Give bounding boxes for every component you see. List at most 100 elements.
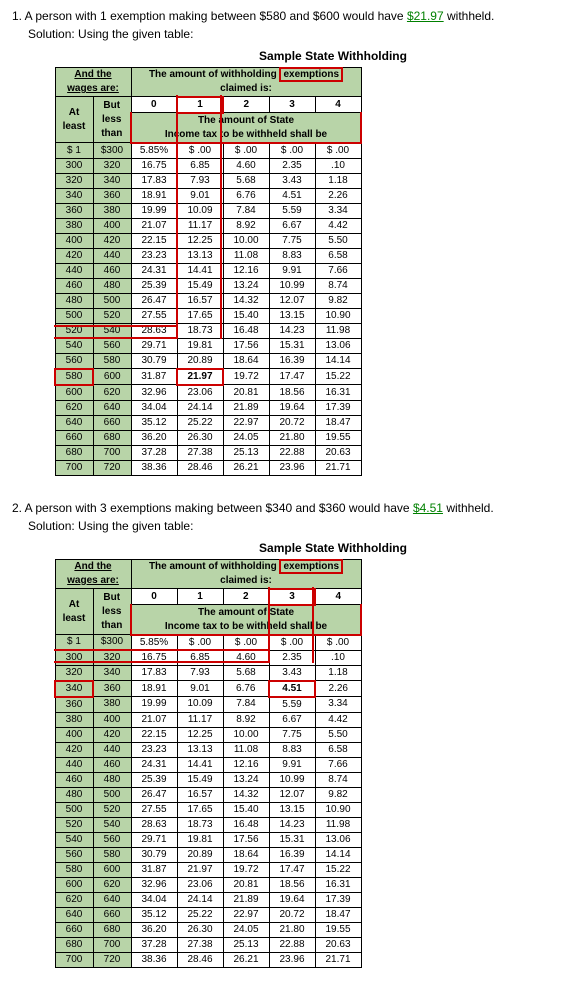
cell-c2: 6.76: [223, 681, 269, 697]
table-row: 64066035.1225.2222.9720.7218.47: [55, 907, 361, 922]
cell-c0: 19.99: [131, 697, 177, 713]
hdr-amount-state: The amount of StateIncome tax to be with…: [131, 605, 361, 635]
cell-c0: 37.28: [131, 937, 177, 952]
cell-c1: 25.22: [177, 415, 223, 430]
cell-but: 600: [93, 369, 131, 385]
cell-c3: 22.88: [269, 937, 315, 952]
cell-c4: 5.50: [315, 233, 361, 248]
cell-c1: 14.41: [177, 757, 223, 772]
cell-c3: 19.64: [269, 400, 315, 415]
cell-c0: 36.20: [131, 922, 177, 937]
cell-c0: 29.71: [131, 338, 177, 353]
cell-c2: 13.24: [223, 278, 269, 293]
cell-c4: 3.34: [315, 697, 361, 713]
cell-at: 540: [55, 832, 93, 847]
cell-at: 660: [55, 430, 93, 445]
cell-c3: 14.23: [269, 323, 315, 338]
cell-c1: 27.38: [177, 445, 223, 460]
cell-c4: 13.06: [315, 832, 361, 847]
cell-c1: 23.06: [177, 385, 223, 401]
cell-c3: 3.43: [269, 173, 315, 188]
problem-text: 1. A person with 1 exemption making betw…: [12, 8, 574, 25]
cell-c1: 20.89: [177, 353, 223, 369]
cell-c1: 18.73: [177, 817, 223, 832]
exemption-col-2: 2: [223, 97, 269, 113]
cell-but: 540: [93, 817, 131, 832]
cell-c4: 21.71: [315, 952, 361, 967]
cell-c4: 10.90: [315, 802, 361, 817]
exemption-col-0: 0: [131, 589, 177, 605]
cell-c2: 7.84: [223, 203, 269, 218]
cell-c0: 19.99: [131, 203, 177, 218]
cell-c3: 18.56: [269, 877, 315, 892]
cell-c1: 13.13: [177, 248, 223, 263]
table-row: 38040021.0711.178.926.674.42: [55, 712, 361, 727]
cell-at: 320: [55, 173, 93, 188]
cell-c1: 16.57: [177, 293, 223, 308]
cell-at: 360: [55, 697, 93, 713]
cell-c1: $ .00: [177, 143, 223, 159]
cell-at: 300: [55, 158, 93, 173]
cell-but: 560: [93, 338, 131, 353]
hdr-at-least: Atleast: [55, 589, 93, 635]
cell-c3: 2.35: [269, 650, 315, 665]
answer-amount: $4.51: [413, 501, 443, 515]
cell-c4: 1.18: [315, 665, 361, 681]
cell-but: 580: [93, 847, 131, 862]
cell-c2: 24.05: [223, 430, 269, 445]
cell-c1: 18.73: [177, 323, 223, 338]
cell-c4: 15.22: [315, 369, 361, 385]
solution-text: Solution: Using the given table:: [28, 27, 574, 41]
cell-c4: 17.39: [315, 400, 361, 415]
cell-at: 480: [55, 293, 93, 308]
cell-c3: 16.39: [269, 847, 315, 862]
cell-c4: 6.58: [315, 248, 361, 263]
cell-at: 420: [55, 742, 93, 757]
table-row: 58060031.8721.9719.7217.4715.22: [55, 369, 361, 385]
cell-c2: 18.64: [223, 353, 269, 369]
cell-c4: 19.55: [315, 922, 361, 937]
cell-c2: 10.00: [223, 233, 269, 248]
table-row: 38040021.0711.178.926.674.42: [55, 218, 361, 233]
cell-c0: 26.47: [131, 787, 177, 802]
cell-c2: 12.16: [223, 757, 269, 772]
cell-c2: 24.05: [223, 922, 269, 937]
cell-c2: 19.72: [223, 369, 269, 385]
cell-c1: 17.65: [177, 308, 223, 323]
cell-at: 540: [55, 338, 93, 353]
table-row: 50052027.5517.6515.4013.1510.90: [55, 802, 361, 817]
cell-c0: 38.36: [131, 952, 177, 967]
hdr-but-less: Butlessthan: [93, 97, 131, 143]
cell-c3: 9.91: [269, 263, 315, 278]
cell-but: 680: [93, 430, 131, 445]
cell-c1: 16.57: [177, 787, 223, 802]
table-row: 70072038.3628.4626.2123.9621.71: [55, 460, 361, 475]
cell-c2: 14.32: [223, 787, 269, 802]
cell-but: 540: [93, 323, 131, 338]
cell-c3: 8.83: [269, 742, 315, 757]
cell-c4: 8.74: [315, 772, 361, 787]
cell-c4: 6.58: [315, 742, 361, 757]
cell-c0: 29.71: [131, 832, 177, 847]
cell-c1: 6.85: [177, 650, 223, 665]
cell-c3: 16.39: [269, 353, 315, 369]
table-row: 70072038.3628.4626.2123.9621.71: [55, 952, 361, 967]
cell-c3: 23.96: [269, 952, 315, 967]
exemption-col-1: 1: [177, 97, 223, 113]
cell-c4: 7.66: [315, 263, 361, 278]
cell-c3: 17.47: [269, 369, 315, 385]
cell-c0: 16.75: [131, 650, 177, 665]
cell-c3: 4.51: [269, 681, 315, 697]
cell-c1: 19.81: [177, 832, 223, 847]
cell-c2: 11.08: [223, 248, 269, 263]
cell-c2: 21.89: [223, 892, 269, 907]
cell-at: 580: [55, 862, 93, 877]
cell-but: 640: [93, 400, 131, 415]
exemption-col-3: 3: [269, 589, 315, 605]
cell-but: 380: [93, 203, 131, 218]
hdr-exemptions: The amount of withholding exemptions cla…: [131, 559, 361, 589]
cell-c0: 21.07: [131, 218, 177, 233]
hdr-and-the: And thewages are:: [55, 559, 131, 589]
table-row: 32034017.837.935.683.431.18: [55, 665, 361, 681]
cell-at: 420: [55, 248, 93, 263]
